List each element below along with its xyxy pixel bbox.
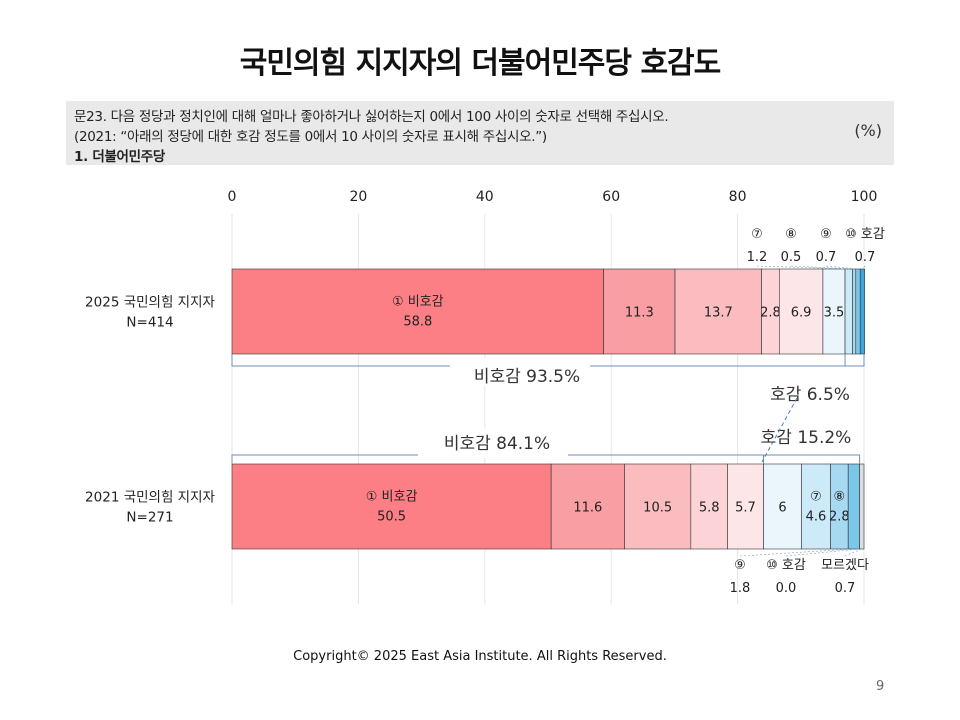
callout-leader	[739, 548, 854, 557]
segment-value-label: 5.7	[735, 501, 756, 516]
callout-leader	[825, 265, 859, 270]
callout-category-label: ⑧	[785, 227, 797, 242]
segment-category-label: ⑧	[834, 490, 846, 505]
bar-segment	[801, 463, 831, 550]
callout-value-label: 0.7	[835, 581, 856, 596]
segment-value-label: 50.5	[377, 510, 406, 525]
bar-segment	[859, 463, 865, 550]
summary-positive-label: 호감 15.2%	[761, 428, 852, 448]
x-tick-label: 40	[476, 189, 494, 205]
bar-segment	[603, 268, 676, 355]
callout-leader	[756, 265, 849, 270]
question-item: 1. 더불어민주당	[74, 149, 166, 165]
segment-value-label: 2.8	[760, 306, 781, 321]
callout-leader	[862, 265, 866, 270]
callout-value-label: 0.7	[816, 250, 837, 265]
segment-value-label: 58.8	[403, 315, 432, 330]
callout-value-label: 0.5	[781, 250, 802, 265]
segment-category-label: ① 비호감	[366, 490, 418, 505]
x-tick-label: 20	[349, 189, 367, 205]
callout-leader	[790, 265, 855, 270]
page-number: 9	[876, 679, 885, 694]
page-title: 국민의힘 지지자의 더불어민주당 호감도	[239, 46, 722, 81]
summary-positive-label: 호감 6.5%	[770, 385, 850, 405]
segment-value-label: 13.7	[704, 306, 733, 321]
x-tick-label: 0	[228, 189, 237, 205]
segment-category-label: ⑦	[810, 490, 822, 505]
summary-negative-label: 비호감 84.1%	[444, 434, 550, 454]
segment-value-label: 5.8	[699, 501, 720, 516]
bar-segment	[727, 463, 764, 550]
summary-label-bg	[450, 358, 590, 386]
segment-value-label: 10.5	[643, 501, 672, 516]
callout-category-label: ⑩ 호감	[766, 558, 806, 573]
callout-category-label: ⑩ 호감	[845, 227, 885, 242]
question-box: 문23. 다음 정당과 정치인에 대해 얼마나 좋아하거나 싫어하는지 0에서 …	[66, 101, 894, 165]
row-label: 2021 국민의힘 지지자	[85, 490, 215, 506]
callout-value-label: 1.2	[747, 250, 768, 265]
question-text: 문23. 다음 정당과 정치인에 대해 얼마나 좋아하거나 싫어하는지 0에서 …	[74, 109, 669, 125]
bar-segment	[763, 463, 802, 550]
bar-segment	[231, 463, 552, 550]
bar-segment	[690, 463, 728, 550]
unit-label: (%)	[854, 121, 882, 140]
callout-category-label: ⑨	[820, 227, 832, 242]
row-sample-size: N=414	[126, 315, 173, 331]
callout-category-label: ⑦	[751, 227, 763, 242]
bar-segment	[624, 463, 692, 550]
segment-value-label: 2.8	[829, 510, 850, 525]
callout-leader	[844, 548, 862, 557]
bar-segment	[830, 463, 849, 550]
callout-value-label: 0.7	[855, 250, 876, 265]
bar-segment	[844, 268, 853, 355]
segment-value-label: 3.5	[824, 306, 845, 321]
x-tick-label: 60	[602, 189, 620, 205]
callout-value-label: 0.0	[776, 581, 797, 596]
segment-value-label: 11.3	[625, 306, 654, 321]
bar-segment	[855, 268, 861, 355]
callout-value-label: 1.8	[730, 581, 751, 596]
segment-value-label: 4.6	[806, 510, 827, 525]
callout-category-label: ⑨	[734, 558, 746, 573]
summary-negative-label: 비호감 93.5%	[474, 367, 580, 387]
x-tick-label: 80	[729, 189, 747, 205]
segment-value-label: 11.6	[573, 501, 602, 516]
bar-segment	[852, 268, 857, 355]
copyright: Copyright© 2025 East Asia Institute. All…	[293, 649, 667, 664]
bar-segment	[550, 463, 625, 550]
bar-segment	[231, 268, 604, 355]
x-tick-label: 100	[851, 189, 878, 205]
bar-segment	[847, 463, 860, 550]
callout-category-label: 모르겠다	[821, 558, 869, 573]
summary-label-bg	[418, 428, 568, 458]
callout-leader	[785, 548, 860, 557]
positive-bracket	[763, 454, 861, 464]
bar-segment	[674, 268, 762, 355]
row-sample-size: N=271	[126, 510, 173, 526]
bar-segment	[779, 268, 824, 355]
segment-category-label: ① 비호감	[392, 295, 444, 310]
positive-bracket	[845, 354, 865, 367]
row-label: 2025 국민의힘 지지자	[85, 295, 215, 311]
question-note: (2021: “아래의 정당에 대한 호감 정도를 0에서 10 사이의 숫자로…	[74, 129, 547, 145]
segment-value-label: 6.9	[791, 306, 812, 321]
segment-value-label: 6	[778, 501, 786, 516]
bar-segment	[859, 268, 865, 355]
group-connector	[761, 397, 798, 463]
